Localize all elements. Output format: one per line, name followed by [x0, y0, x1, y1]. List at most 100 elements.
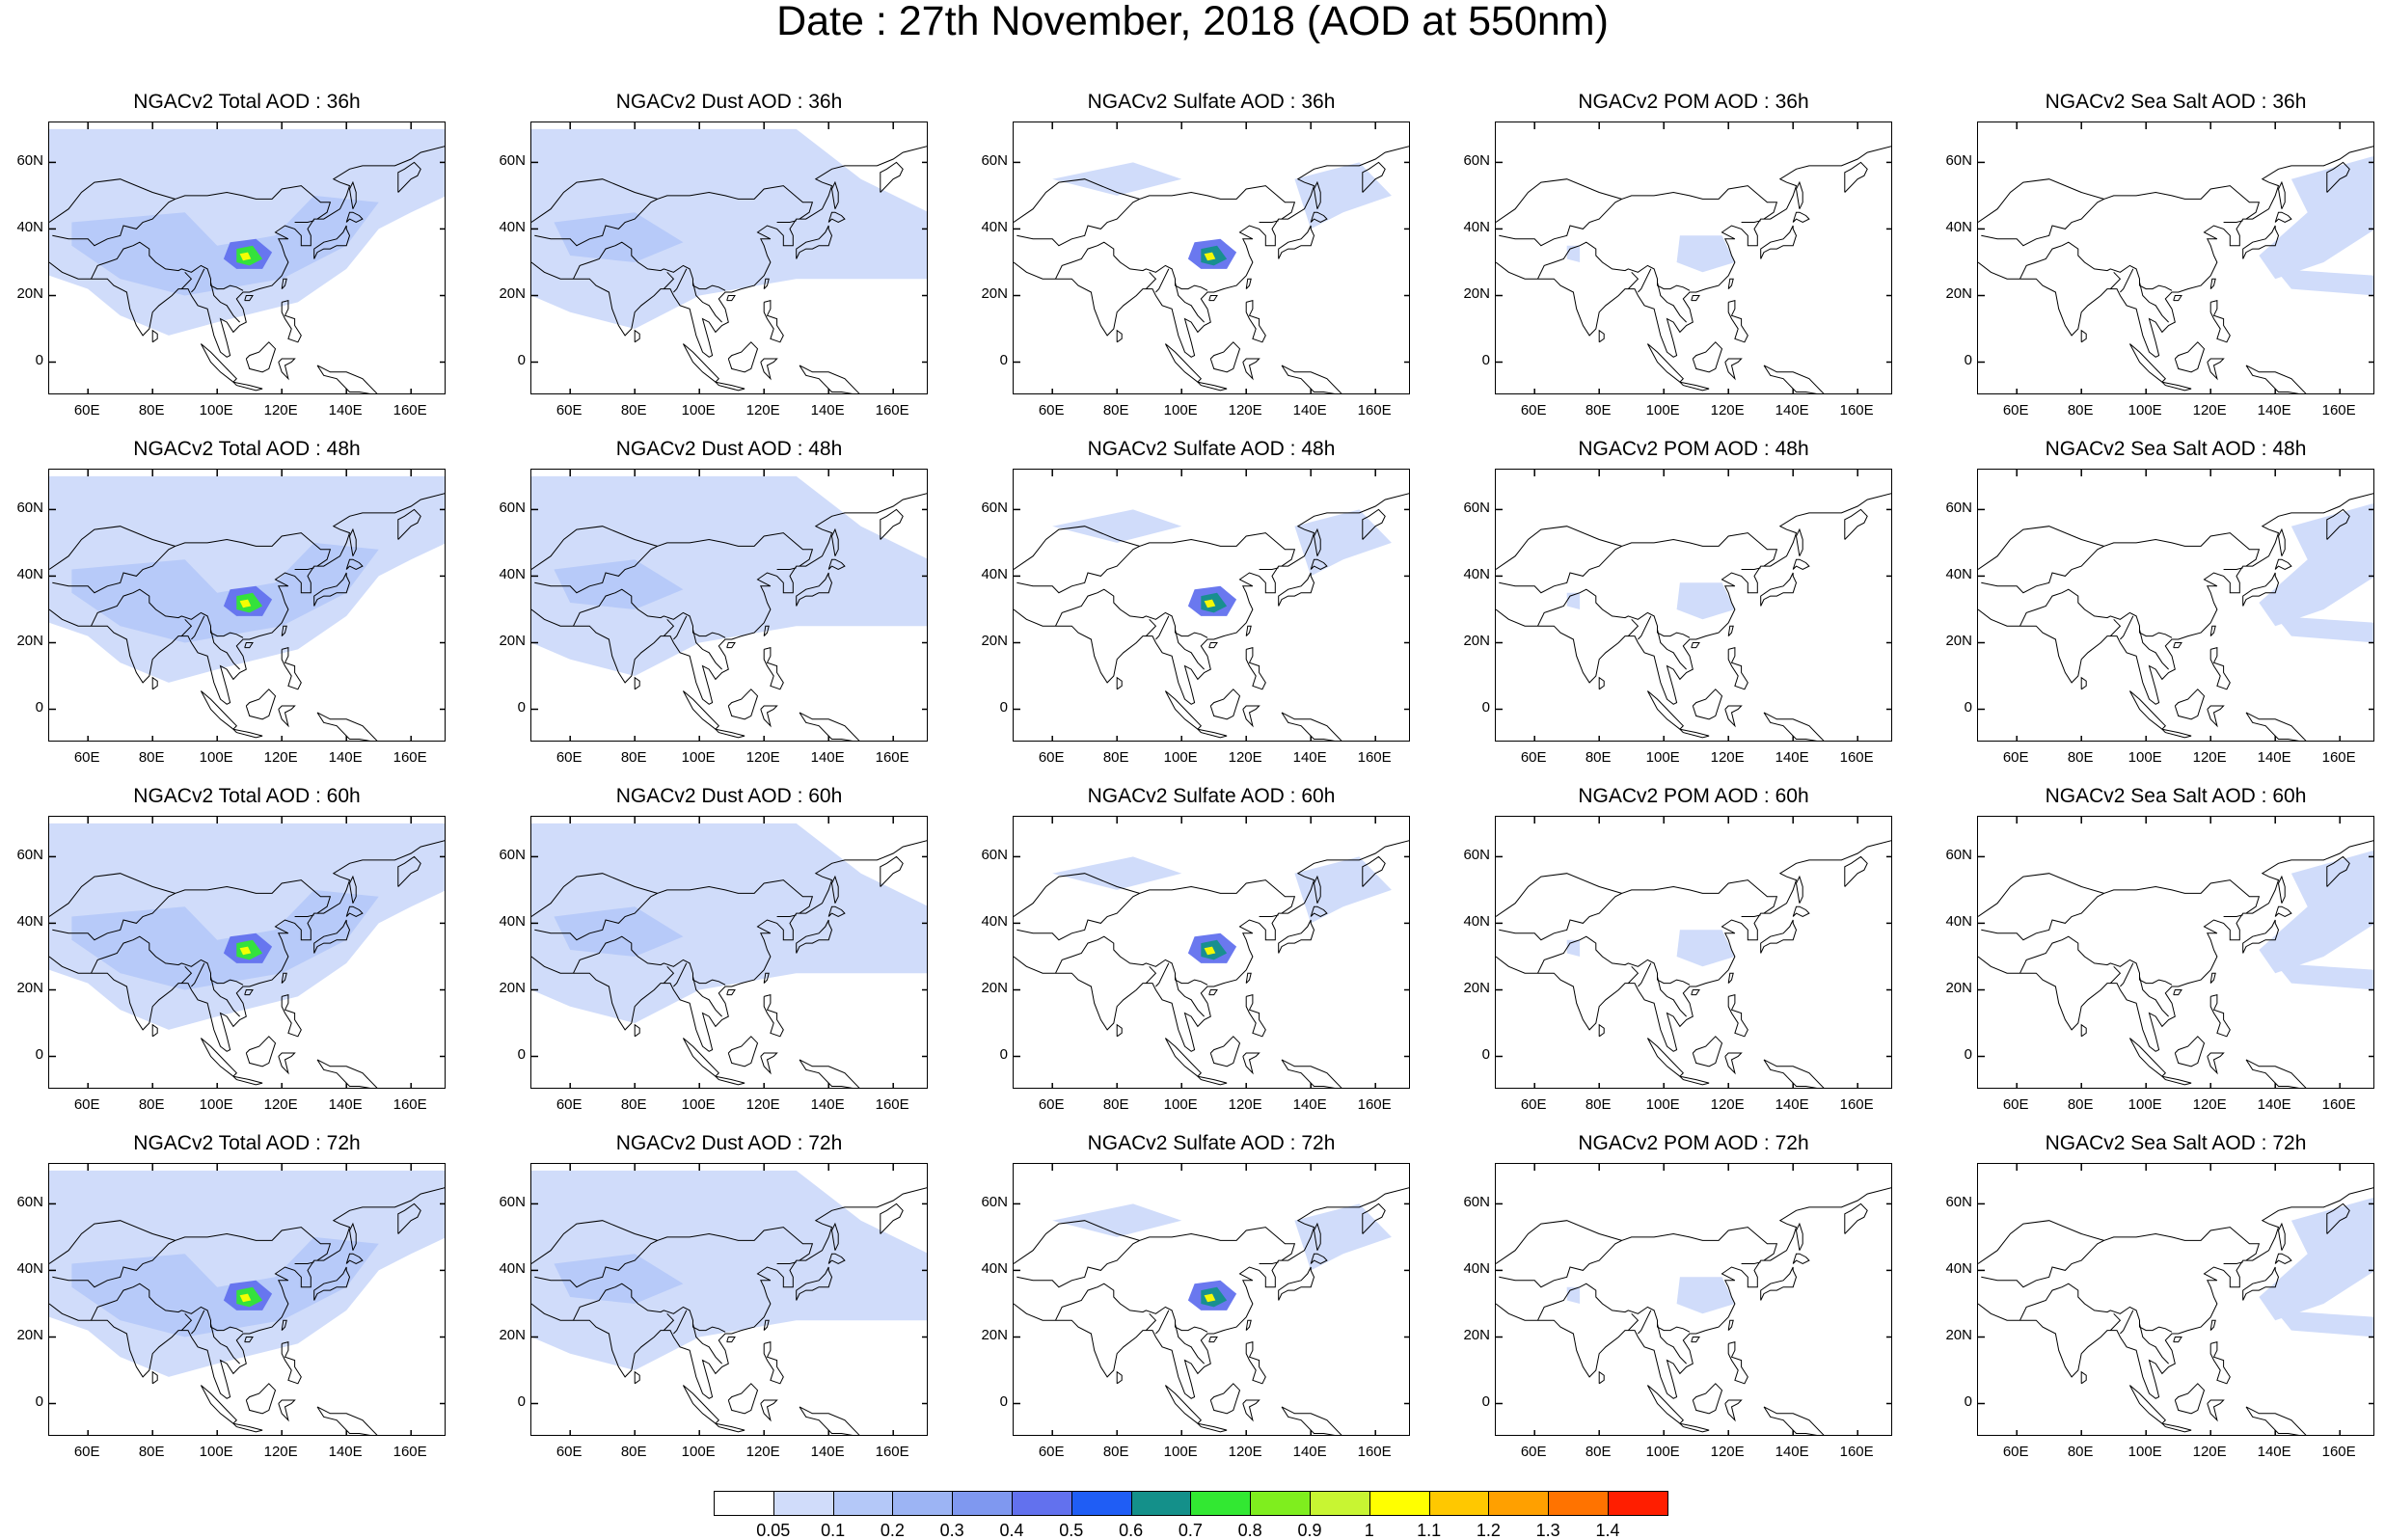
latitude-tick-label: 60N [499, 847, 526, 864]
longitude-tick-label: 60E [1038, 749, 1065, 766]
longitude-tick-label: 100E [681, 1096, 716, 1113]
longitude-tick-label: 80E [1585, 749, 1612, 766]
longitude-tick-label: 60E [1038, 1444, 1065, 1460]
latitude-tick-label: 20N [981, 633, 1008, 650]
longitude-tick-label: 160E [1839, 402, 1874, 419]
latitude-tick-label: 20N [1945, 1327, 1972, 1344]
longitude-tick-label: 160E [1357, 1444, 1392, 1460]
longitude-tick-label: 120E [1710, 402, 1745, 419]
longitude-tick-label: 120E [1710, 749, 1745, 766]
longitude-tick-label: 120E [1228, 1096, 1262, 1113]
longitude-tick-label: 80E [1102, 1096, 1129, 1113]
longitude-tick-label: 80E [2067, 1096, 2094, 1113]
map-frame [1013, 469, 1410, 742]
colorbar-label: 1.4 [1595, 1521, 1620, 1540]
latitude-tick-label: 0 [35, 1393, 43, 1411]
map-frame [530, 816, 928, 1089]
map-frame [530, 469, 928, 742]
latitude-tick-label: 0 [35, 352, 43, 369]
longitude-tick-label: 60E [556, 749, 583, 766]
longitude-tick-label: 100E [681, 1444, 716, 1460]
aod-map [1978, 817, 2373, 1088]
longitude-tick-label: 160E [1839, 1096, 1874, 1113]
panel-title: NGACv2 Sulfate AOD : 36h [1087, 91, 1336, 113]
longitude-tick-label: 120E [745, 749, 780, 766]
latitude-tick-label: 20N [1945, 633, 1972, 650]
longitude-tick-label: 140E [328, 402, 363, 419]
colorbar-swatch [1071, 1491, 1132, 1516]
longitude-tick-label: 120E [1710, 1096, 1745, 1113]
longitude-tick-label: 100E [1645, 402, 1680, 419]
latitude-tick-label: 20N [16, 1327, 43, 1344]
longitude-tick-label: 60E [1520, 402, 1547, 419]
latitude-tick-label: 20N [981, 285, 1008, 303]
longitude-tick-label: 120E [1710, 1444, 1745, 1460]
longitude-tick-label: 140E [328, 1096, 363, 1113]
longitude-tick-label: 100E [1645, 749, 1680, 766]
longitude-tick-label: 120E [2192, 749, 2227, 766]
figure-title: Date : 27th November, 2018 (AOD at 550nm… [776, 0, 1609, 44]
latitude-tick-label: 20N [16, 285, 43, 303]
panel-title: NGACv2 POM AOD : 48h [1578, 438, 1809, 460]
latitude-tick-label: 0 [1964, 699, 1972, 716]
latitude-tick-label: 60N [1463, 152, 1490, 170]
map-frame [1977, 816, 2374, 1089]
panel-title: NGACv2 POM AOD : 72h [1578, 1132, 1809, 1154]
longitude-tick-label: 60E [2002, 1444, 2029, 1460]
latitude-tick-label: 40N [1463, 566, 1490, 583]
panel-title: NGACv2 Sulfate AOD : 60h [1087, 785, 1336, 807]
longitude-tick-label: 140E [2257, 1444, 2291, 1460]
longitude-tick-label: 140E [1292, 749, 1327, 766]
panel-title: NGACv2 Dust AOD : 48h [615, 438, 843, 460]
latitude-tick-label: 20N [1463, 633, 1490, 650]
aod-map [1014, 122, 1409, 393]
map-frame [1495, 1163, 1892, 1436]
longitude-tick-label: 60E [1520, 1444, 1547, 1460]
aod-map [531, 817, 927, 1088]
aod-map [1496, 1164, 1891, 1435]
colorbar-swatch [1250, 1491, 1311, 1516]
latitude-tick-label: 20N [499, 1327, 526, 1344]
map-frame [1977, 1163, 2374, 1436]
longitude-tick-label: 60E [73, 402, 100, 419]
latitude-tick-label: 20N [499, 285, 526, 303]
colorbar-label: 0.8 [1237, 1521, 1262, 1540]
longitude-tick-label: 100E [1645, 1096, 1680, 1113]
longitude-tick-label: 160E [875, 749, 909, 766]
latitude-tick-label: 60N [1945, 847, 1972, 864]
longitude-tick-label: 80E [138, 1096, 165, 1113]
colorbar-label: 0.9 [1297, 1521, 1322, 1540]
colorbar-label: 0.5 [1059, 1521, 1084, 1540]
aod-map [1978, 470, 2373, 741]
colorbar-swatch [1012, 1491, 1072, 1516]
longitude-tick-label: 160E [2321, 1096, 2356, 1113]
aod-map [1014, 470, 1409, 741]
colorbar-swatch [714, 1491, 774, 1516]
longitude-tick-label: 120E [2192, 1096, 2227, 1113]
longitude-tick-label: 100E [681, 402, 716, 419]
map-frame [1495, 122, 1892, 394]
map-frame [530, 122, 928, 394]
map-frame [1977, 469, 2374, 742]
longitude-tick-label: 140E [810, 1096, 845, 1113]
latitude-tick-label: 40N [16, 1260, 43, 1278]
longitude-tick-label: 160E [1357, 1096, 1392, 1113]
latitude-tick-label: 60N [1463, 847, 1490, 864]
panel-title: NGACv2 Sea Salt AOD : 48h [2045, 438, 2307, 460]
longitude-tick-label: 160E [875, 1444, 909, 1460]
panel-title: NGACv2 Sea Salt AOD : 60h [2045, 785, 2307, 807]
longitude-tick-label: 80E [2067, 749, 2094, 766]
longitude-tick-label: 140E [1292, 1096, 1327, 1113]
latitude-tick-label: 20N [1463, 285, 1490, 303]
latitude-tick-label: 60N [1945, 1194, 1972, 1211]
longitude-tick-label: 160E [393, 1444, 427, 1460]
latitude-tick-label: 0 [1481, 1393, 1490, 1411]
panel-title: NGACv2 Total AOD : 36h [133, 91, 361, 113]
longitude-tick-label: 60E [556, 402, 583, 419]
longitude-tick-label: 160E [2321, 749, 2356, 766]
longitude-tick-label: 140E [1292, 1444, 1327, 1460]
longitude-tick-label: 140E [1775, 749, 1809, 766]
latitude-tick-label: 60N [16, 152, 43, 170]
latitude-tick-label: 60N [499, 500, 526, 517]
aod-map [1978, 1164, 2373, 1435]
